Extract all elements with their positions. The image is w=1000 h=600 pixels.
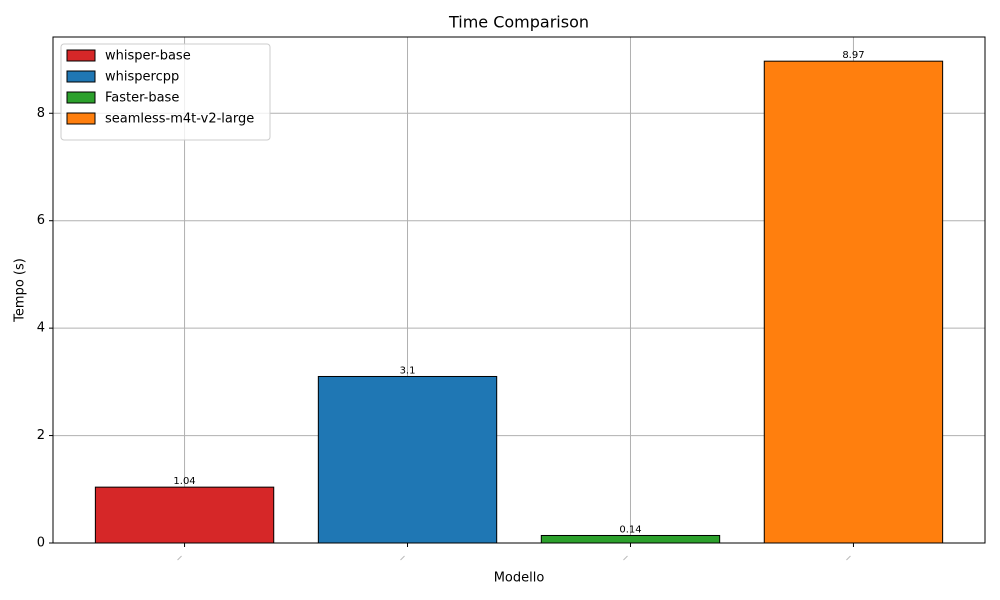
legend-label: Faster-base [105,91,179,106]
y-tick-label: 6 [37,213,45,228]
x-tick-slash [846,555,851,561]
x-tick-slash [623,555,628,561]
bar [317,375,498,544]
data-label: 1.04 [173,476,195,487]
data-label: 0.14 [619,524,641,535]
bar [94,486,275,544]
y-axis-label: Tempo (s) [13,258,28,323]
bar [540,534,721,544]
legend-box [60,43,271,141]
x-tick-slash [400,555,405,561]
legend-label: seamless-m4t-v2-large [105,112,254,127]
x-tick-slash [177,555,182,561]
legend-label: whispercpp [105,70,179,85]
axes-frame [52,36,986,544]
y-tick-label: 2 [37,428,45,443]
x-axis-label: Modello [494,571,545,586]
chart-title: Time Comparison [448,13,589,32]
y-tick-label: 0 [37,536,45,551]
data-label: 3.1 [400,365,416,376]
y-tick-label: 8 [37,106,45,121]
legend-swatch [66,70,96,83]
legend-swatch [66,112,96,125]
legend-swatch [66,49,96,62]
bar [763,60,944,544]
y-tick-label: 4 [37,321,45,336]
data-label: 8.97 [842,50,864,61]
legend-label: whisper-base [105,49,191,64]
legend-swatch [66,91,96,104]
